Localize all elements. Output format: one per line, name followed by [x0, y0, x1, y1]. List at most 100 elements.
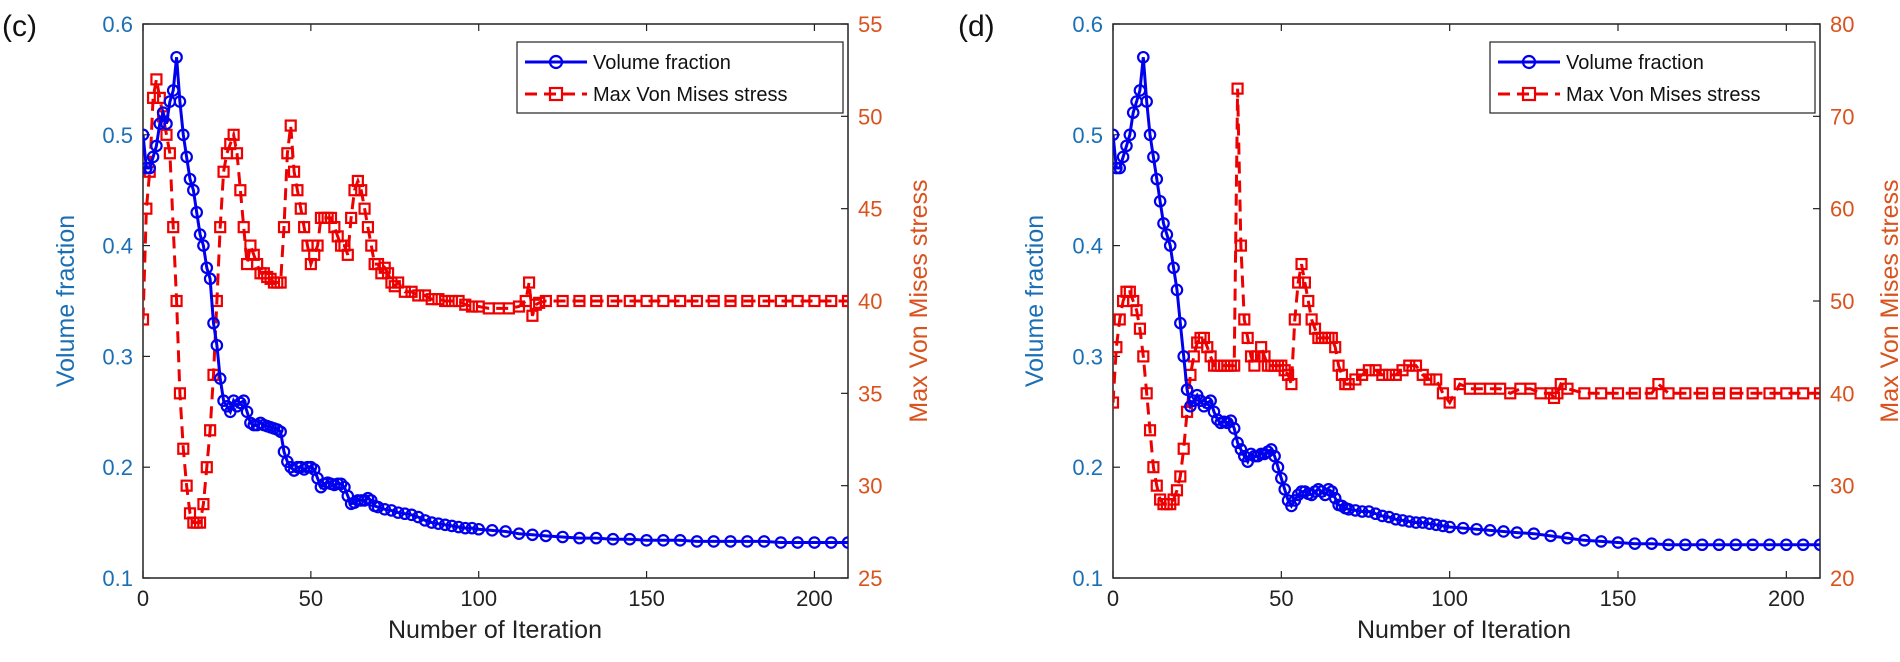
data-point — [190, 206, 204, 219]
data-point — [824, 536, 838, 549]
data-point — [180, 479, 193, 492]
data-point — [1763, 538, 1776, 552]
data-point — [1746, 538, 1759, 552]
data-point — [573, 531, 586, 545]
y-right-tick-label: 30 — [1830, 474, 1854, 499]
data-point — [1389, 512, 1403, 526]
data-point — [1628, 537, 1642, 550]
data-point — [445, 519, 459, 533]
data-point — [1271, 460, 1285, 474]
data-point — [227, 128, 240, 141]
data-point — [1416, 516, 1430, 529]
data-point — [623, 294, 636, 308]
data-point — [1180, 383, 1194, 396]
legend-marker — [548, 86, 564, 102]
data-point — [180, 150, 193, 164]
data-point — [1527, 527, 1541, 540]
data-point — [274, 425, 287, 439]
data-point — [1167, 261, 1180, 275]
data-point — [411, 510, 425, 524]
data-point — [1561, 382, 1574, 395]
data-point — [237, 394, 251, 408]
y-right-tick-label: 80 — [1830, 12, 1854, 37]
data-point — [1594, 535, 1608, 548]
data-point — [1234, 443, 1248, 456]
data-point — [1234, 239, 1248, 252]
data-point — [1712, 538, 1726, 552]
y-right-tick-label: 35 — [858, 381, 882, 406]
data-point — [1298, 276, 1312, 289]
data-point — [1325, 485, 1339, 498]
data-point — [1177, 442, 1190, 455]
volume-fraction-series — [143, 50, 848, 549]
y-left-axis-label: Volume fraction — [52, 215, 80, 387]
data-point — [1436, 519, 1450, 533]
data-point — [707, 294, 720, 308]
data-point — [1147, 461, 1160, 474]
plot-area — [143, 50, 848, 549]
data-point — [176, 128, 190, 142]
data-point — [1126, 106, 1140, 119]
data-point — [539, 294, 552, 308]
data-point — [1780, 387, 1793, 400]
data-point — [459, 298, 472, 311]
data-point — [539, 529, 553, 543]
data-point — [1429, 518, 1443, 532]
data-point — [281, 147, 294, 160]
data-point — [640, 294, 653, 308]
data-point — [445, 294, 458, 308]
data-point — [432, 517, 445, 531]
data-point — [425, 293, 438, 306]
data-point — [173, 95, 187, 108]
data-point — [1137, 50, 1150, 64]
y-left-tick-label: 0.3 — [102, 344, 133, 369]
x-axis-label: Number of Iteration — [1357, 616, 1571, 644]
y-left-tick-label: 0.4 — [102, 234, 133, 259]
x-tick-label: 50 — [1269, 586, 1293, 611]
data-point — [1241, 331, 1254, 345]
data-point — [741, 294, 754, 308]
data-point — [724, 535, 737, 548]
x-tick-label: 150 — [1600, 586, 1637, 611]
data-point — [1362, 505, 1376, 518]
y-right-tick-label: 50 — [1830, 289, 1854, 314]
data-point — [1295, 257, 1308, 271]
data-point — [1662, 538, 1675, 552]
data-point — [1578, 534, 1591, 547]
data-point — [690, 535, 704, 548]
panel-label: (c) — [2, 10, 37, 43]
data-point — [385, 504, 398, 517]
data-point — [398, 285, 411, 298]
y-right-tick-label: 40 — [1830, 381, 1854, 406]
data-point — [1147, 150, 1160, 164]
data-point — [1763, 387, 1776, 400]
data-point — [1292, 276, 1305, 289]
data-point — [1328, 491, 1342, 505]
data-point — [1796, 538, 1810, 552]
data-point — [1595, 387, 1608, 400]
data-point — [1143, 424, 1157, 437]
data-point — [1813, 538, 1820, 552]
y-left-tick-label: 0.5 — [102, 123, 133, 148]
data-point — [1204, 394, 1217, 408]
data-point — [1285, 378, 1298, 391]
data-point — [160, 117, 173, 131]
y-left-tick-label: 0.2 — [1072, 455, 1103, 480]
data-point — [1436, 387, 1450, 400]
data-point — [808, 536, 821, 549]
data-point — [358, 202, 371, 215]
data-point — [1137, 350, 1150, 363]
data-point — [334, 477, 348, 491]
data-point — [791, 536, 804, 549]
data-point — [1342, 503, 1355, 516]
data-point — [623, 532, 637, 546]
data-point — [606, 532, 620, 546]
x-tick-label: 200 — [796, 586, 833, 611]
data-point — [640, 534, 653, 547]
data-point — [556, 530, 569, 544]
y-left-tick-label: 0.4 — [1072, 234, 1103, 259]
data-point — [1157, 217, 1170, 230]
data-point — [143, 161, 157, 175]
data-point — [438, 518, 452, 532]
